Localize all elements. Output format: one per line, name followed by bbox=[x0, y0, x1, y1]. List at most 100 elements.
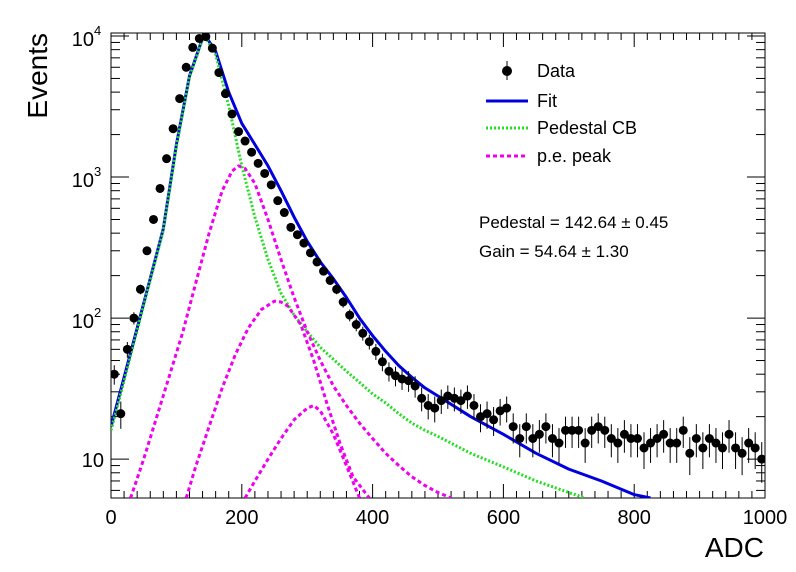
data-point bbox=[155, 183, 165, 193]
data-point bbox=[717, 432, 727, 470]
data-marker bbox=[358, 328, 368, 338]
data-point bbox=[188, 42, 198, 52]
data-marker bbox=[698, 443, 708, 453]
data-point bbox=[266, 180, 276, 190]
data-marker bbox=[292, 230, 302, 240]
data-point bbox=[129, 312, 139, 325]
curve-p-e-peak-2 bbox=[184, 299, 371, 498]
data-point bbox=[462, 385, 472, 409]
y-tick-label-exponent: 4 bbox=[94, 23, 101, 38]
data-point bbox=[358, 326, 368, 341]
data-point bbox=[646, 428, 656, 463]
data-marker bbox=[541, 422, 551, 432]
data-point bbox=[574, 416, 584, 448]
x-tick-label: 1000 bbox=[743, 507, 788, 529]
data-marker bbox=[626, 434, 636, 444]
data-point bbox=[521, 413, 531, 444]
data-marker bbox=[678, 425, 688, 435]
data-point bbox=[260, 168, 270, 178]
data-point bbox=[377, 353, 387, 372]
data-point bbox=[606, 424, 616, 458]
data-point bbox=[757, 442, 765, 483]
data-marker bbox=[129, 313, 139, 323]
data-point bbox=[528, 424, 538, 458]
data-point bbox=[587, 416, 597, 448]
data-marker bbox=[665, 438, 675, 448]
data-marker bbox=[404, 376, 414, 386]
data-marker bbox=[155, 183, 165, 193]
curve-p-e-peak-1 bbox=[129, 164, 452, 498]
data-marker bbox=[286, 222, 296, 232]
data-marker bbox=[266, 180, 276, 190]
data-point bbox=[214, 68, 224, 78]
data-point bbox=[253, 158, 263, 168]
data-marker bbox=[482, 409, 492, 419]
data-point bbox=[593, 413, 603, 444]
data-point bbox=[417, 387, 427, 412]
data-marker bbox=[168, 124, 178, 134]
data-marker bbox=[319, 266, 329, 276]
data-marker bbox=[305, 248, 315, 258]
data-point bbox=[672, 428, 682, 463]
data-point bbox=[247, 147, 257, 157]
data-marker bbox=[521, 422, 531, 432]
data-point bbox=[750, 432, 760, 470]
data-point bbox=[149, 214, 159, 224]
data-marker bbox=[724, 429, 734, 439]
data-marker bbox=[162, 154, 172, 164]
data-marker bbox=[214, 68, 224, 78]
data-marker bbox=[613, 438, 623, 448]
data-marker bbox=[220, 89, 230, 99]
y-tick-label-exponent: 3 bbox=[94, 164, 101, 179]
data-point bbox=[299, 238, 309, 248]
data-marker bbox=[508, 422, 518, 432]
data-point bbox=[207, 43, 217, 53]
data-marker bbox=[188, 42, 198, 52]
data-marker bbox=[737, 448, 747, 458]
data-marker bbox=[345, 310, 355, 320]
data-marker bbox=[528, 434, 538, 444]
data-marker bbox=[580, 438, 590, 448]
annotation-pedestal: Pedestal = 142.64 ± 0.45 bbox=[479, 213, 668, 232]
data-marker bbox=[547, 434, 557, 444]
data-marker bbox=[462, 391, 472, 401]
data-marker bbox=[142, 246, 152, 256]
data-marker bbox=[704, 434, 714, 444]
y-tick-label-base: 10 bbox=[72, 170, 94, 192]
data-point bbox=[220, 89, 230, 99]
data-marker bbox=[632, 434, 642, 444]
data-marker bbox=[515, 434, 525, 444]
data-marker bbox=[469, 400, 479, 410]
data-marker bbox=[227, 109, 237, 119]
data-point bbox=[632, 424, 642, 458]
y-tick-label-base: 10 bbox=[72, 29, 94, 51]
data-marker bbox=[659, 429, 669, 439]
x-axis-title: ADC bbox=[705, 532, 764, 563]
data-point bbox=[122, 341, 132, 358]
data-marker bbox=[606, 434, 616, 444]
y-tick-label-base: 10 bbox=[72, 311, 94, 333]
data-marker bbox=[207, 43, 217, 53]
data-point bbox=[489, 407, 499, 436]
y-tick-label: 10 2 bbox=[72, 305, 101, 333]
data-point bbox=[404, 371, 414, 392]
data-point bbox=[201, 33, 211, 42]
y-tick-label: 10 bbox=[82, 450, 104, 472]
data-point bbox=[286, 222, 296, 232]
data-point bbox=[162, 154, 172, 164]
data-marker bbox=[711, 438, 721, 448]
data-point bbox=[476, 404, 486, 433]
data-point bbox=[580, 428, 590, 463]
data-marker bbox=[325, 275, 335, 285]
data-marker bbox=[351, 320, 361, 330]
data-marker bbox=[364, 337, 374, 347]
data-point bbox=[639, 432, 649, 470]
x-tick-label: 800 bbox=[618, 507, 651, 529]
data-marker bbox=[273, 196, 283, 206]
data-marker bbox=[619, 429, 629, 439]
data-marker bbox=[639, 443, 649, 453]
data-marker bbox=[338, 297, 348, 307]
data-marker bbox=[247, 147, 257, 157]
data-marker bbox=[744, 438, 754, 448]
